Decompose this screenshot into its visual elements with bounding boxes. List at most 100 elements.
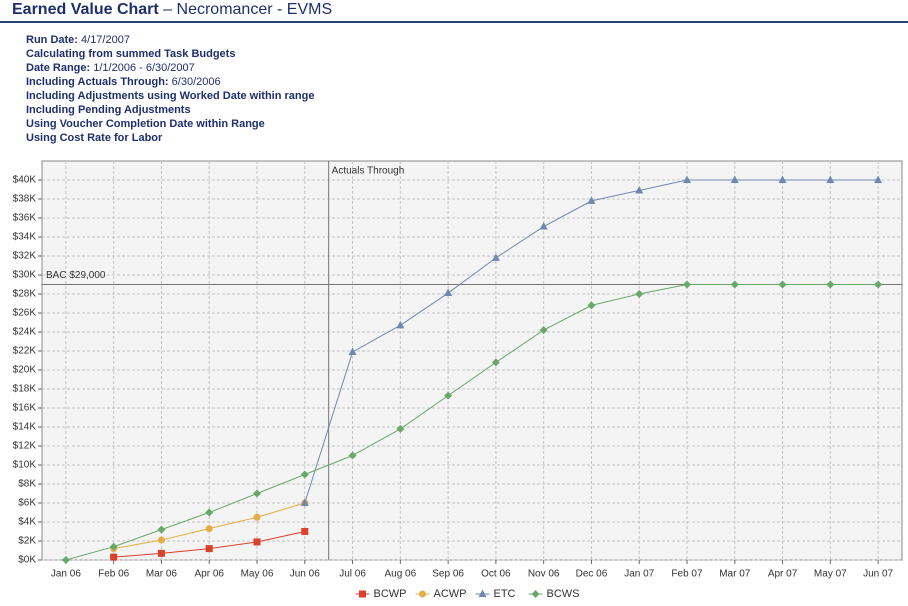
data-point [348, 451, 357, 460]
y-tick-label: $14K [13, 422, 37, 433]
x-tick-label: Jun 06 [290, 569, 320, 580]
info-line: Using Cost Rate for Labor [26, 131, 314, 145]
info-list: Run Date: 4/17/2007 Calculating from summ… [26, 33, 314, 145]
legend-label: ACWP [434, 588, 467, 600]
y-tick-label: $0K [18, 555, 36, 566]
info-line: Run Date: 4/17/2007 [26, 33, 314, 47]
info-line: Including Pending Adjustments [26, 103, 314, 117]
legend-marker [419, 590, 426, 598]
data-point [396, 320, 405, 329]
x-tick-label: May 06 [241, 569, 274, 580]
info-line: Including Adjustments using Worked Date … [26, 89, 314, 103]
x-tick-label: Mar 06 [146, 569, 178, 580]
info-line: Including Actuals Through: 6/30/2006 [26, 75, 314, 89]
info-value: 6/30/2006 [171, 76, 221, 88]
info-label: Using Voucher Completion Date within Ran… [26, 118, 265, 130]
legend-marker [531, 590, 540, 598]
title: Earned Value Chart [12, 1, 159, 18]
x-tick-label: Sep 06 [432, 569, 464, 580]
x-tick-label: Dec 06 [576, 569, 608, 580]
data-point [444, 288, 453, 297]
data-point [205, 508, 214, 517]
y-tick-label: $34K [13, 232, 37, 243]
y-tick-label: $28K [13, 289, 37, 300]
y-tick-label: $18K [13, 384, 37, 395]
header-rule [0, 21, 908, 23]
data-point [110, 553, 118, 561]
y-tick-label: $22K [13, 346, 37, 357]
subtitle: – Necromancer - EVMS [163, 1, 333, 18]
x-tick-label: Feb 07 [671, 569, 703, 580]
info-value: 4/17/2007 [81, 34, 130, 46]
legend-label: BCWP [374, 588, 407, 600]
y-tick-label: $26K [13, 308, 37, 319]
y-tick-label: $6K [18, 498, 36, 509]
x-tick-label: Jun 07 [863, 569, 893, 580]
x-tick-label: Mar 07 [719, 569, 751, 580]
data-point [874, 280, 883, 289]
data-point [539, 326, 548, 335]
info-line: Using Voucher Completion Date within Ran… [26, 117, 314, 131]
x-tick-label: Apr 06 [194, 569, 224, 580]
y-tick-label: $16K [13, 403, 37, 414]
x-tick-label: Apr 07 [768, 569, 798, 580]
data-point [683, 175, 691, 183]
data-point [61, 556, 70, 564]
info-line: Date Range: 1/1/2006 - 6/30/2007 [26, 61, 314, 75]
info-label: Including Pending Adjustments [26, 104, 191, 116]
data-point [253, 538, 261, 546]
data-point [778, 280, 787, 289]
data-point [300, 498, 309, 506]
series-line [65, 284, 879, 561]
info-label: Using Cost Rate for Labor [26, 132, 163, 144]
x-tick-label: Oct 06 [481, 569, 511, 580]
y-tick-label: $32K [13, 251, 37, 262]
data-point [300, 470, 309, 479]
data-point [778, 175, 787, 183]
y-tick-label: $20K [13, 365, 37, 376]
y-tick-label: $12K [13, 441, 37, 452]
x-tick-label: Nov 06 [528, 569, 560, 580]
x-tick-label: Jan 07 [624, 569, 654, 580]
info-label: Calculating from summed Task Budgets [26, 48, 236, 60]
actuals-through-label: Actuals Through [332, 166, 405, 177]
data-point [157, 525, 166, 534]
data-point [491, 253, 500, 261]
data-point [635, 185, 644, 194]
data-point [348, 347, 357, 355]
data-point [205, 545, 213, 553]
y-tick-label: $2K [18, 536, 36, 547]
x-tick-label: Feb 06 [98, 569, 130, 580]
info-label: Including Actuals Through: [26, 76, 169, 88]
legend-label: BCWS [547, 588, 580, 600]
data-point [730, 175, 739, 183]
y-tick-label: $30K [13, 270, 37, 281]
legend-marker [359, 590, 366, 598]
data-point [301, 528, 309, 535]
data-point [157, 549, 165, 557]
legend-label: ETC [494, 588, 516, 600]
data-point [826, 280, 835, 289]
y-tick-label: $38K [13, 194, 37, 205]
legend-marker [478, 589, 487, 597]
data-point [109, 542, 118, 551]
data-point [730, 280, 739, 289]
y-tick-label: $4K [18, 517, 36, 528]
data-point [635, 290, 644, 298]
data-point [587, 196, 596, 204]
bac-label: BAC $29,000 [46, 270, 106, 281]
info-label: Run Date: [26, 34, 78, 46]
x-tick-label: May 07 [814, 569, 847, 580]
data-point [826, 175, 835, 183]
y-tick-label: $36K [13, 213, 37, 224]
y-tick-label: $40K [13, 175, 37, 186]
x-tick-label: Jul 06 [339, 569, 366, 580]
info-label: Including Adjustments using Worked Date … [26, 90, 315, 102]
info-value: 1/1/2006 - 6/30/2007 [93, 62, 195, 74]
data-point [874, 175, 883, 183]
data-point [683, 280, 691, 289]
header: Earned Value Chart – Necromancer - EVMS [12, 1, 332, 19]
data-point [205, 525, 213, 533]
